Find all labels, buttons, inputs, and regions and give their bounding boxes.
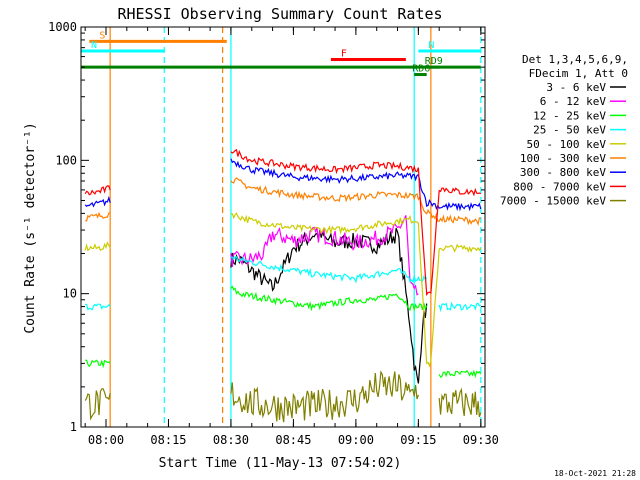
series-3-6-kev <box>230 227 428 384</box>
legend-label: 100 - 300 keV <box>520 152 606 165</box>
x-axis-label: Start Time (11-May-13 07:54:02) <box>159 456 402 471</box>
series-300-800-kev <box>84 158 482 212</box>
series-25-50-kev <box>85 256 482 313</box>
legend-label: 25 - 50 keV <box>533 124 606 137</box>
x-tick-label: 09:00 <box>338 433 374 447</box>
series-line <box>230 215 419 296</box>
series-line <box>230 285 428 312</box>
series-100-300-kev <box>85 177 481 227</box>
series-line <box>84 241 111 252</box>
y-axis-label: Count Rate (s⁻¹ detector⁻¹) <box>23 122 38 333</box>
x-tick-label: 08:15 <box>150 433 186 447</box>
series-12-25-kev <box>85 285 482 379</box>
series-7000-15000-kev <box>84 370 482 423</box>
series-line <box>230 256 428 284</box>
series-line <box>230 177 481 227</box>
legend-label: 800 - 7000 keV <box>513 180 606 193</box>
series-line <box>230 148 482 297</box>
footer-date: 18-Oct-2021 21:28 <box>554 469 636 478</box>
series-line <box>230 158 482 212</box>
series-line <box>438 369 482 379</box>
y-tick-label: 100 <box>55 153 77 167</box>
legend-header-line: Det 1,3,4,5,6,9, <box>522 53 628 66</box>
series-6-12-kev <box>230 215 419 296</box>
x-tick-label: 08:30 <box>213 433 249 447</box>
legend-label: 3 - 6 keV <box>546 81 606 94</box>
series-line <box>230 227 428 384</box>
annotation-label-1: N <box>91 40 97 51</box>
x-tick-label: 08:00 <box>88 433 124 447</box>
series-line <box>84 185 111 196</box>
series-line <box>438 387 482 418</box>
series-line <box>84 388 111 421</box>
series-line <box>230 212 482 368</box>
chart-title: RHESSI Observing Summary Count Rates <box>117 5 442 23</box>
annotation-label-2: N <box>428 40 434 51</box>
series-line <box>438 301 482 313</box>
legend: Det 1,3,4,5,6,9,FDecim 1, Att 03 - 6 keV… <box>500 53 628 208</box>
series-line <box>85 211 111 222</box>
annotation-label-6: RD6 <box>412 64 430 75</box>
x-tick-label: 09:30 <box>463 433 499 447</box>
legend-label: 6 - 12 keV <box>540 95 607 108</box>
x-tick-label: 08:45 <box>275 433 311 447</box>
series-line <box>85 359 111 369</box>
axes: 1 10 100 1000 08:00 08:15 08:30 08:45 09:00 09:15… <box>48 20 499 447</box>
y-tick-label: 10 <box>63 287 77 301</box>
legend-label: 50 - 100 keV <box>527 138 607 151</box>
y-tick-label: 1000 <box>48 20 77 34</box>
series-line <box>230 370 419 423</box>
plot-frame <box>80 26 486 428</box>
series-line <box>85 303 111 311</box>
annotation-label-0: S <box>99 30 105 41</box>
series-line <box>84 195 111 208</box>
legend-header-line: FDecim 1, Att 0 <box>529 67 628 80</box>
legend-label: 12 - 25 keV <box>533 109 606 122</box>
legend-label: 7000 - 15000 keV <box>500 195 606 208</box>
x-tick-label: 09:15 <box>400 433 436 447</box>
legend-label: 300 - 800 keV <box>520 166 606 179</box>
y-tick-label: 1 <box>70 420 77 434</box>
annotation-label-5: RD9 <box>425 56 443 67</box>
series-50-100-kev <box>84 212 482 368</box>
series-800-7000-kev <box>84 148 482 297</box>
annotation-label-3: F <box>341 49 347 60</box>
